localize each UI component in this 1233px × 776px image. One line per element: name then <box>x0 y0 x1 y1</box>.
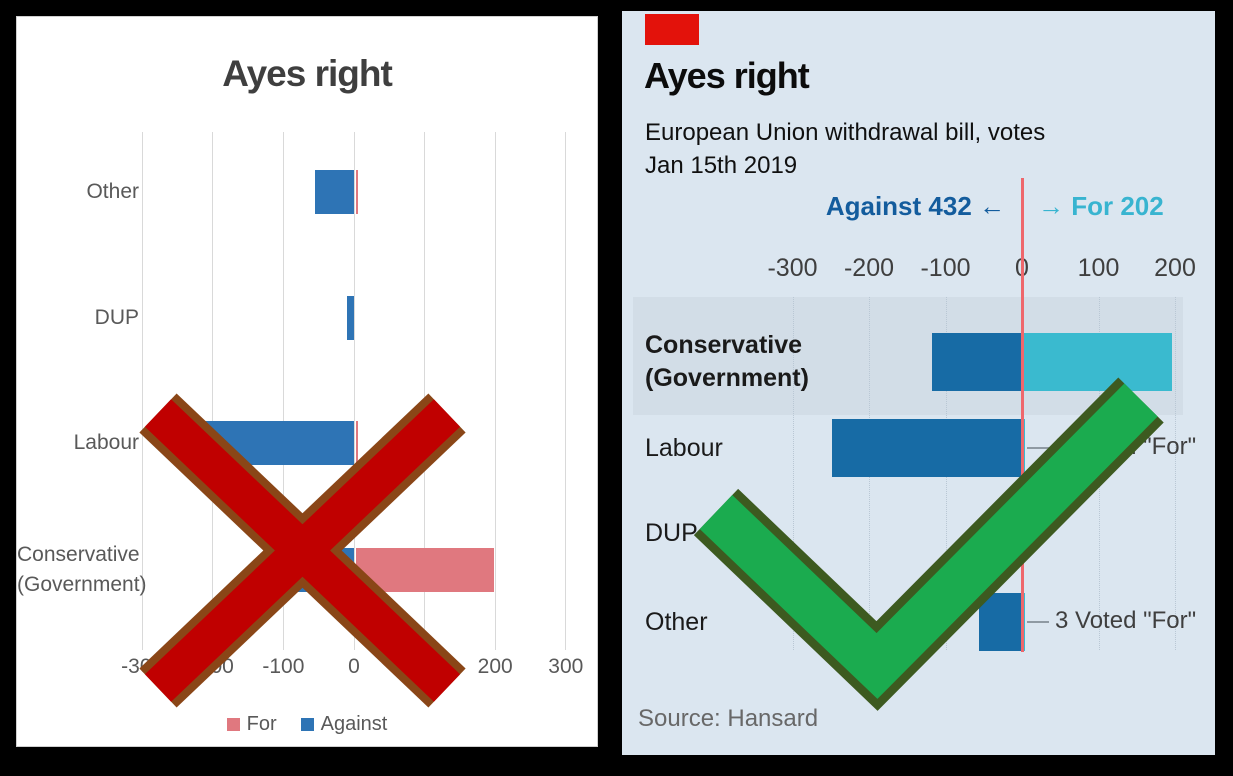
x-tick-label: -300 <box>121 655 164 678</box>
category-label: Labour <box>73 431 139 454</box>
left-chart-legend: For Against <box>17 713 597 736</box>
right-chart-date: Jan 15th 2019 <box>645 152 798 179</box>
annotation-label: 3 Voted "For" <box>1055 433 1197 460</box>
gridline <box>141 132 143 650</box>
annotation-leader-line <box>1027 621 1049 623</box>
bar-against-1 <box>832 419 1022 477</box>
x-tick-label: -200 <box>191 655 234 678</box>
bar-against-3 <box>270 548 354 592</box>
bar-against-0 <box>931 333 1022 391</box>
x-tick-label: -300 <box>767 254 818 282</box>
category-label: DUP <box>94 306 139 329</box>
bar-for-0 <box>1022 333 1172 391</box>
right-chart-subtitle: European Union withdrawal bill, votes <box>645 119 1046 146</box>
legend-item-against: Against <box>300 713 388 736</box>
x-tick-label: 200 <box>477 655 513 678</box>
category-label: Conservative (Government) <box>645 331 809 392</box>
legend-label: Against <box>320 713 388 735</box>
gridline <box>494 132 496 650</box>
x-tick-label: 300 <box>548 655 584 678</box>
bar-against-0 <box>314 170 354 214</box>
gridline <box>565 132 567 650</box>
source-label: Source: Hansard <box>638 705 819 732</box>
against-total-label: Against 432 ← <box>825 191 1005 221</box>
x-tick-label: -200 <box>843 254 895 282</box>
bar-for-0 <box>355 170 358 214</box>
category-label: Labour <box>645 433 723 462</box>
economist-chart-panel: Ayes right European Union withdrawal bil… <box>622 11 1215 755</box>
category-label: DUP <box>645 518 698 547</box>
gridline <box>1175 297 1176 650</box>
legend-swatch-for <box>226 718 240 731</box>
gridline <box>212 132 214 650</box>
bar-against-2 <box>178 421 354 465</box>
bar-for-2 <box>355 421 358 465</box>
left-chart-title: Ayes right <box>222 53 393 94</box>
annotation-leader-line <box>1027 447 1049 449</box>
economist-red-tab <box>645 14 699 45</box>
right-chart-title: Ayes right <box>644 55 810 96</box>
for-total-label: → For 202 <box>1038 191 1164 221</box>
category-label: Other <box>86 180 139 203</box>
x-tick-label: 0 <box>348 655 360 678</box>
x-tick-label: 100 <box>1077 254 1120 282</box>
bar-for-3 <box>355 548 494 592</box>
x-tick-label: 200 <box>1154 254 1196 282</box>
annotation-label: 3 Voted "For" <box>1055 607 1197 634</box>
x-tick-label: -100 <box>920 254 971 282</box>
bar-against-1 <box>346 296 354 340</box>
gridline <box>424 132 426 650</box>
bar-against-3 <box>979 593 1022 651</box>
legend-item-for: For <box>226 713 277 736</box>
x-tick-label: 100 <box>407 655 443 678</box>
excel-chart-panel: Ayes right -300 -200 -100 0 100 200 300 Other DU… <box>16 16 598 747</box>
legend-label: For <box>246 713 277 735</box>
x-tick-label: -100 <box>262 655 305 678</box>
gridline <box>353 132 355 650</box>
category-label: Other <box>645 607 708 636</box>
right-chart-plot-area: -300-200-1000100200Conservative (Governm… <box>622 11 1215 755</box>
zero-axis-line <box>1020 178 1024 652</box>
left-chart-plot-area: -300 -200 -100 0 100 200 300 Other DUP Labour Cons… <box>17 17 597 746</box>
gridline <box>282 132 284 650</box>
category-label: Conservative (Government) <box>17 543 147 596</box>
legend-swatch-against <box>300 718 314 731</box>
